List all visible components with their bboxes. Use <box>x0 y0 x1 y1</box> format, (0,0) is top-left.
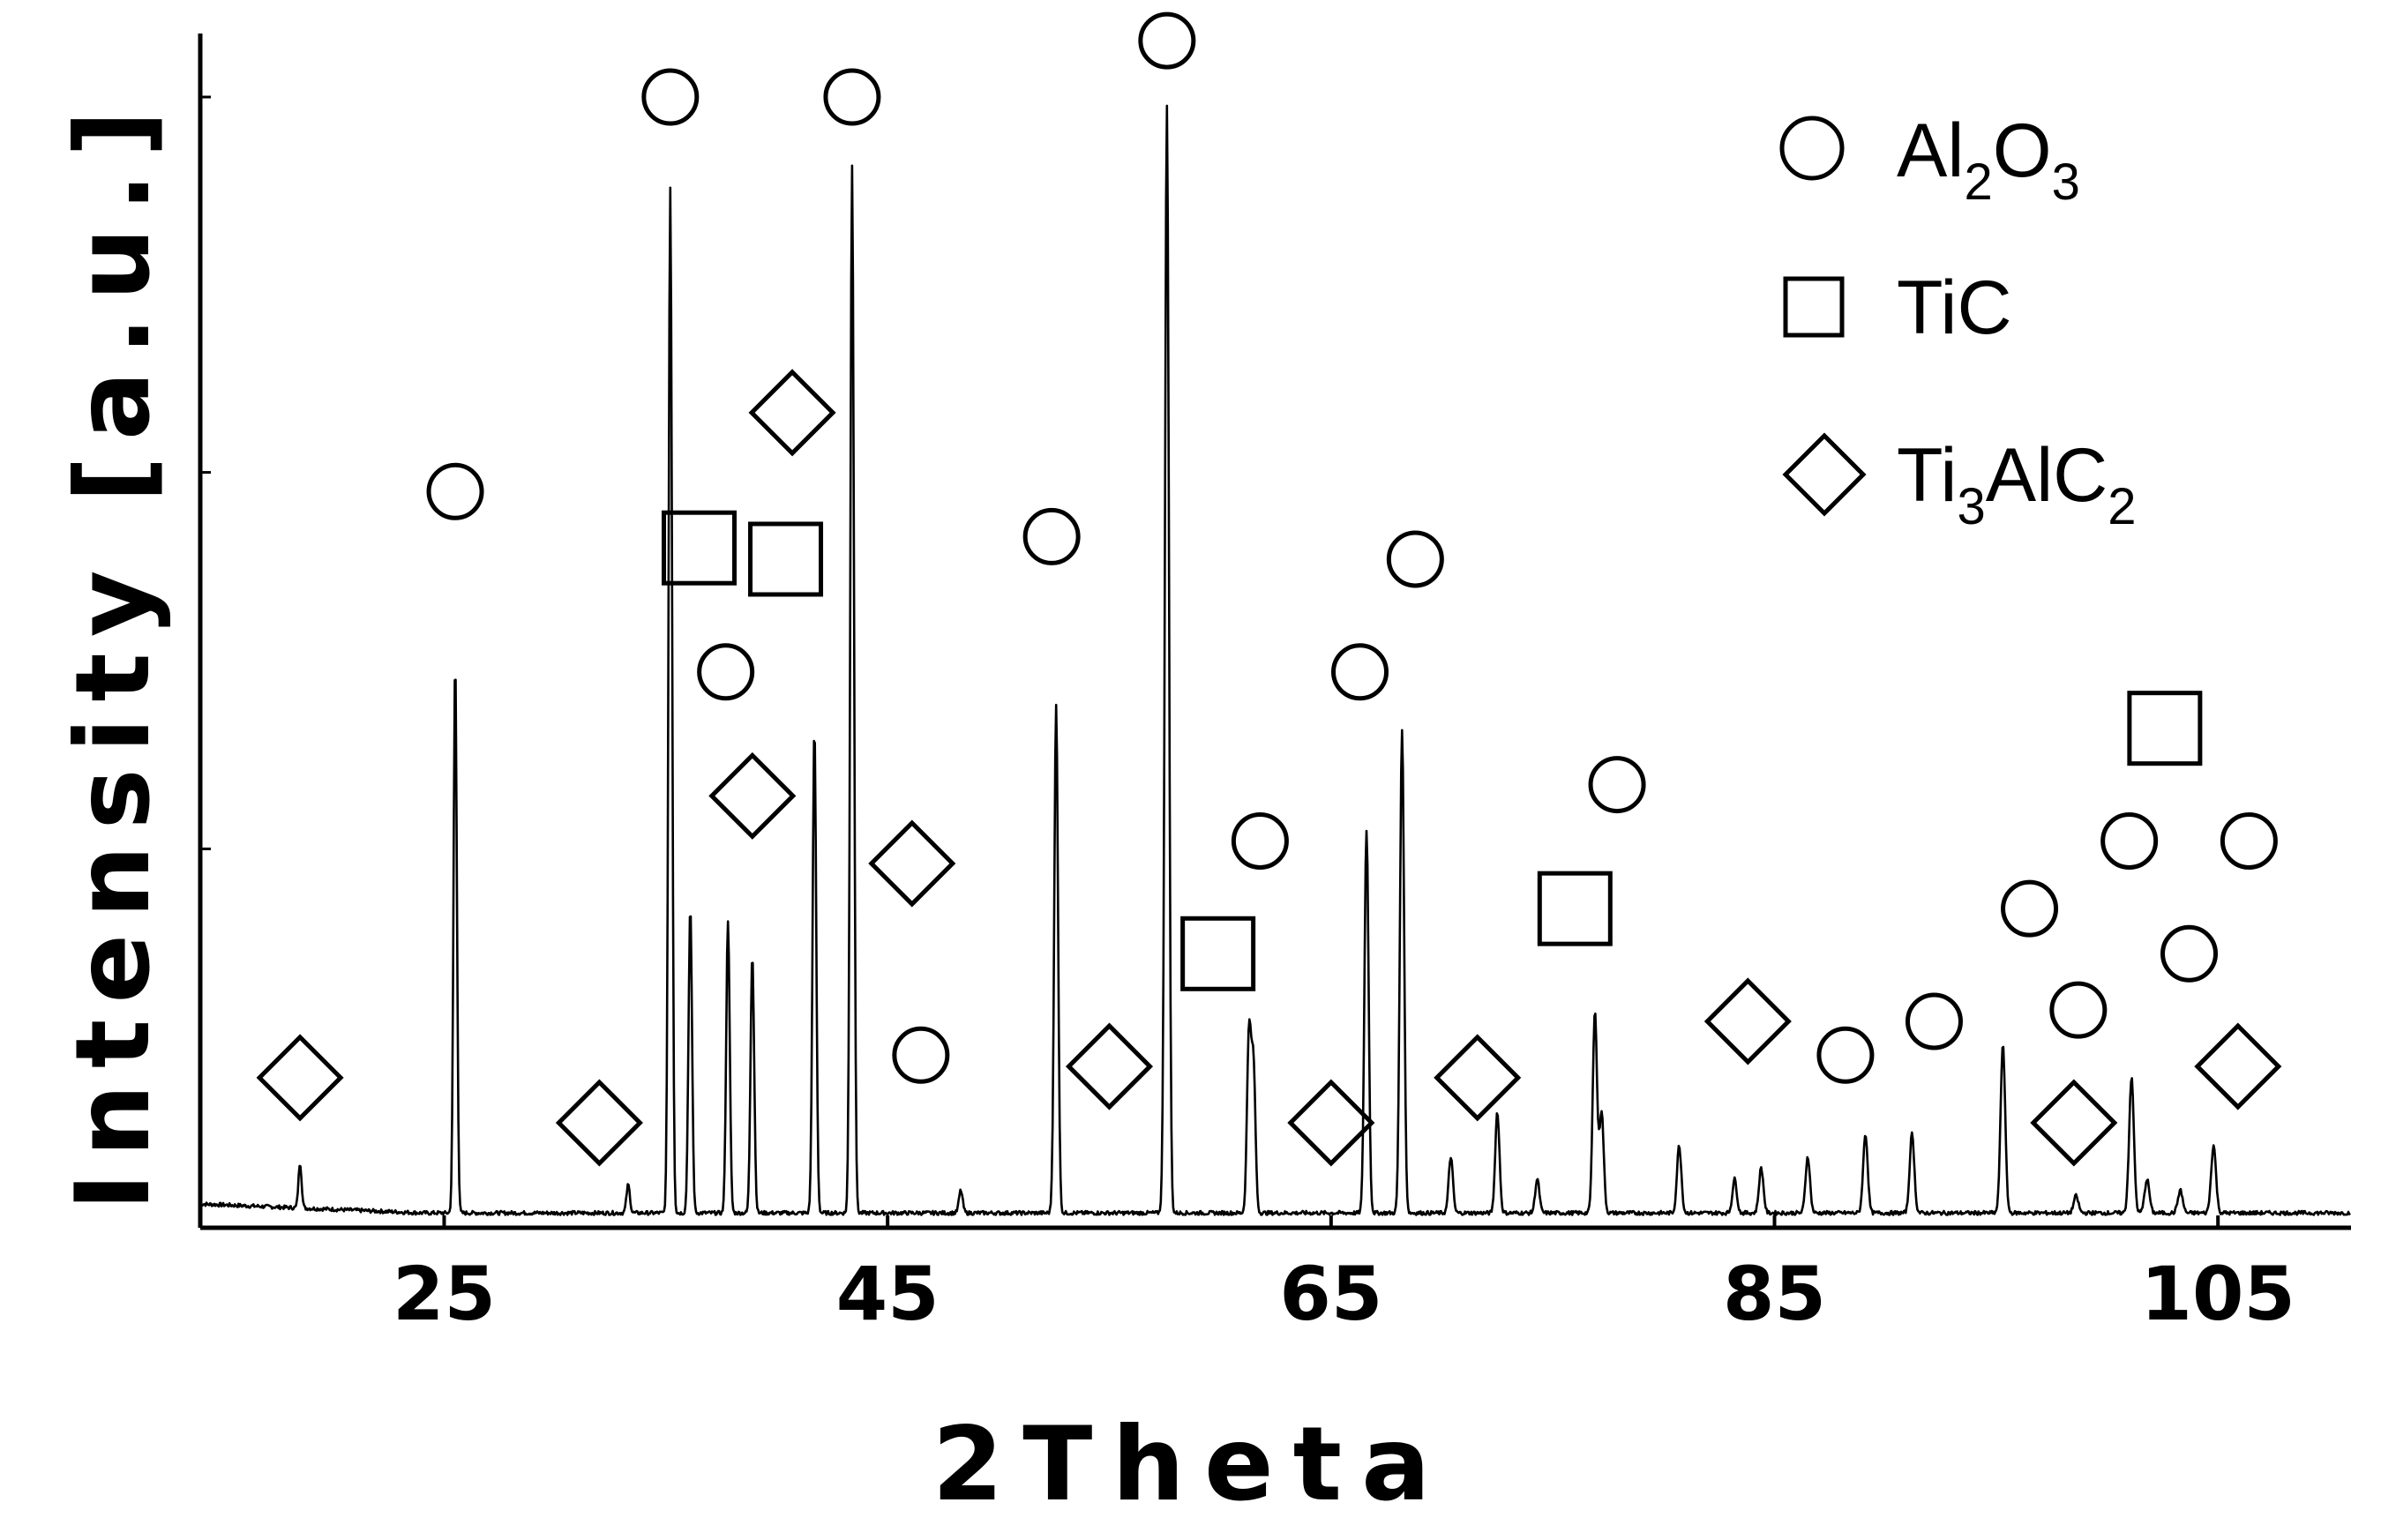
legend-diamond-icon <box>1782 432 1867 517</box>
marker-ti3alc2-diamond <box>256 1034 344 1122</box>
marker-tic-square <box>662 510 738 586</box>
legend-ti3alc2-sub-2: 2 <box>2108 478 2136 535</box>
marker-al2o3-circle <box>1588 756 1646 814</box>
legend-label-ti3alc2: Ti3AlC2 <box>1897 433 2137 535</box>
legend-al2o3-sub-1: 2 <box>1964 153 1992 211</box>
marker-ti3alc2-diamond <box>1065 1022 1154 1110</box>
marker-al2o3-circle <box>1816 1026 1875 1084</box>
peak-point <box>1055 705 1058 707</box>
legend-square-icon <box>1783 276 1845 338</box>
marker-ti3alc2-diamond <box>1434 1034 1522 1122</box>
peak-point <box>2179 1189 2182 1192</box>
xrd-pattern-line <box>199 104 2351 1216</box>
marker-al2o3-circle <box>697 643 755 701</box>
legend-al2o3-part-1: Al <box>1897 108 1964 193</box>
marker-al2o3-circle <box>2220 811 2278 870</box>
marker-al2o3-circle <box>2100 811 2159 870</box>
marker-ti3alc2-diamond <box>1287 1079 1375 1167</box>
legend-ti3alc2-sub-1: 3 <box>1957 478 1985 535</box>
legend-al2o3-part-2: O <box>1993 108 2052 193</box>
peak-point <box>299 1167 302 1170</box>
peak-point <box>1536 1177 1539 1180</box>
peak-point <box>1864 1133 1867 1135</box>
peak-point <box>1366 828 1368 831</box>
legend-al2o3-sub-2: 3 <box>2052 153 2080 211</box>
legend-tic-part-1: TiC <box>1897 265 2012 350</box>
peak-point <box>1449 1155 1452 1158</box>
marker-al2o3-circle <box>1386 530 1444 588</box>
peak-point <box>751 953 753 955</box>
marker-tic-square <box>1180 916 1256 991</box>
marker-ti3alc2-diamond <box>708 751 797 840</box>
peak-point <box>1911 1133 1913 1135</box>
peak-point <box>1165 130 1168 132</box>
marker-al2o3-circle <box>1231 811 1289 870</box>
peak-point <box>1600 1110 1603 1113</box>
x-axis-ticks <box>442 1215 2220 1228</box>
peak-point <box>1164 1167 1166 1170</box>
peak-point <box>689 908 692 910</box>
peak-point <box>454 660 457 662</box>
marker-ti3alc2-diamond <box>2194 1022 2282 1110</box>
marker-al2o3-circle <box>892 1026 950 1084</box>
marker-al2o3-circle <box>1905 992 1963 1050</box>
marker-ti3alc2-diamond <box>748 369 836 457</box>
y-axis-ticks <box>200 95 211 850</box>
marker-al2o3-circle <box>1022 507 1081 565</box>
marker-tic-square <box>2127 691 2203 766</box>
marker-ti3alc2-diamond <box>2030 1079 2118 1167</box>
marker-al2o3-circle <box>641 68 700 126</box>
marker-al2o3-circle <box>2001 879 2059 938</box>
peak-point <box>669 186 671 189</box>
x-tick-label-65: 65 <box>1279 1251 1382 1337</box>
marker-tic-square <box>748 521 824 597</box>
peak-point <box>1401 727 1404 729</box>
x-axis-title: 2Theta <box>932 1405 1450 1524</box>
legend-ti3alc2-part-2: AlC <box>1986 433 2108 518</box>
peak-point <box>1678 1144 1681 1147</box>
marker-al2o3-circle <box>2160 924 2219 983</box>
peak-point <box>1760 1167 1763 1170</box>
phase-markers <box>256 11 2282 1167</box>
marker-ti3alc2-diamond <box>555 1079 643 1167</box>
peak-point <box>2130 1076 2133 1079</box>
peak-point <box>1593 1009 1596 1012</box>
marker-al2o3-circle <box>426 462 484 520</box>
legend-ti3alc2-part-1: Ti <box>1897 433 1957 518</box>
x-tick-label-105: 105 <box>2141 1251 2295 1337</box>
legend-circle-icon <box>1779 116 1845 181</box>
peak-point <box>1247 1031 1250 1034</box>
y-axis-title: Intensity [a.u.] <box>54 94 173 1211</box>
peak-point <box>1252 1065 1254 1068</box>
peak-point <box>627 1184 630 1186</box>
marker-ti3alc2-diamond <box>868 819 956 908</box>
peak-point <box>850 163 853 166</box>
peak-point <box>1733 1177 1736 1180</box>
peak-point <box>1496 1110 1499 1113</box>
peak-point <box>2213 1144 2215 1147</box>
marker-al2o3-circle <box>1331 643 1389 701</box>
marker-al2o3-circle <box>1138 11 1196 70</box>
peak-point <box>2002 1043 2004 1045</box>
x-tick-label-25: 25 <box>393 1251 496 1337</box>
x-tick-label-45: 45 <box>836 1251 940 1337</box>
legend-label-tic: TiC <box>1897 265 2012 350</box>
peak-point <box>727 918 730 921</box>
peak-point <box>2075 1195 2078 1198</box>
legend-label-al2o3: Al2O3 <box>1897 108 2080 211</box>
legend: Al2O3 TiC Ti3AlC2 <box>1779 108 2137 535</box>
peak-point <box>2145 1177 2148 1180</box>
x-axis-tick-labels: 25 45 65 85 105 <box>393 1251 2295 1337</box>
marker-al2o3-circle <box>823 68 881 126</box>
marker-ti3alc2-diamond <box>1703 977 1792 1065</box>
x-tick-label-85: 85 <box>1723 1251 1826 1337</box>
peak-point <box>960 1189 962 1192</box>
peak-point <box>813 727 816 729</box>
peak-point <box>1807 1155 1809 1158</box>
marker-al2o3-circle <box>2049 981 2108 1039</box>
marker-tic-square <box>1537 871 1613 946</box>
